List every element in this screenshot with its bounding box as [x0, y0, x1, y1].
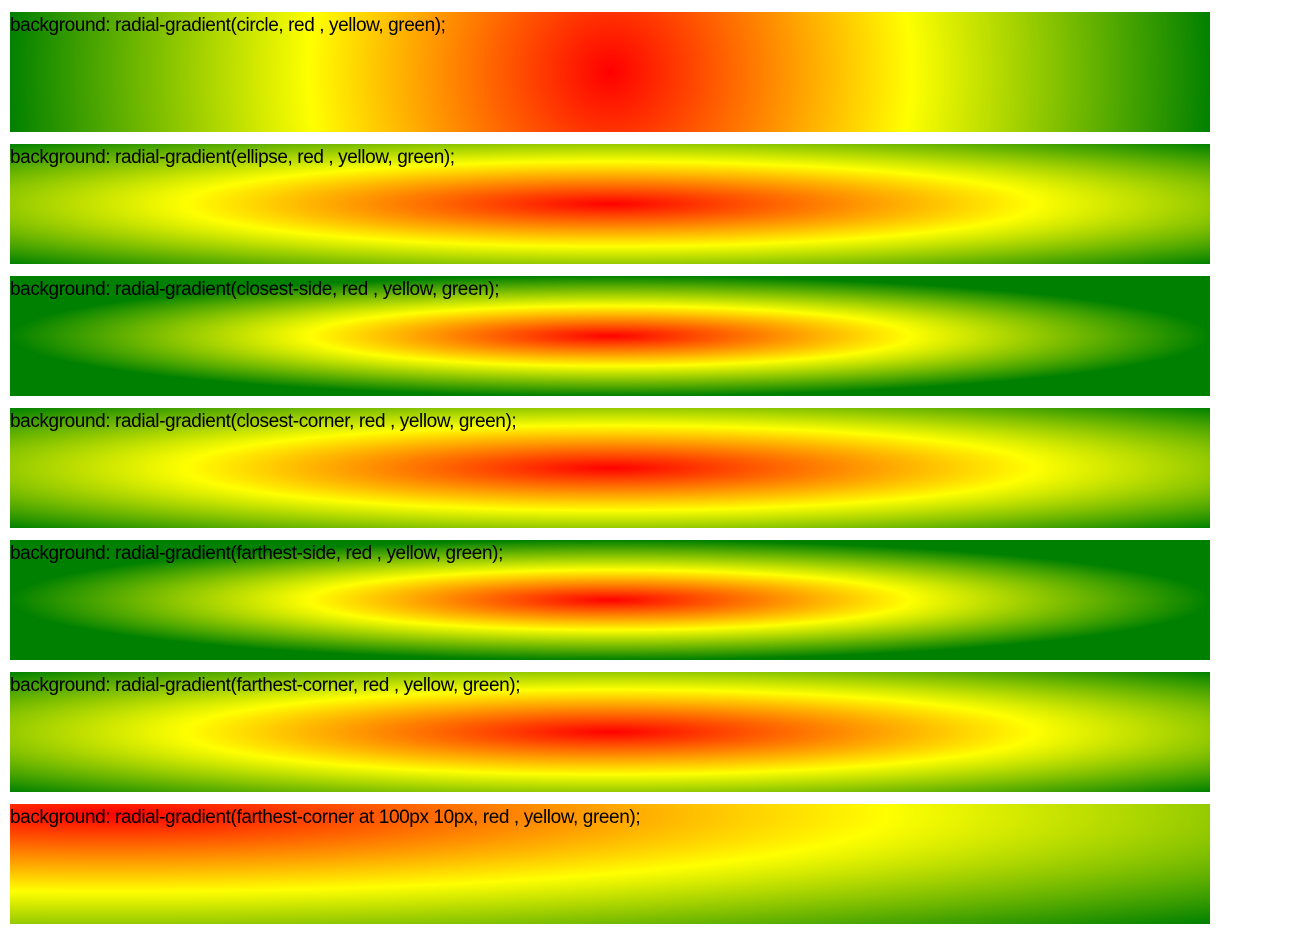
- ellipse-gradient-label: background: radial-gradient(ellipse, red…: [10, 147, 455, 168]
- circle-gradient-label: background: radial-gradient(circle, red …: [10, 15, 446, 36]
- closest-corner-gradient-label: background: radial-gradient(closest-corn…: [10, 411, 517, 432]
- closest-side-gradient-label: background: radial-gradient(closest-side…: [10, 279, 500, 300]
- ellipse-gradient-box: background: radial-gradient(ellipse, red…: [10, 144, 1210, 264]
- farthest-corner-at-gradient-label: background: radial-gradient(farthest-cor…: [10, 807, 641, 828]
- farthest-side-gradient-box: background: radial-gradient(farthest-sid…: [10, 540, 1210, 660]
- closest-side-gradient-box: background: radial-gradient(closest-side…: [10, 276, 1210, 396]
- farthest-corner-gradient-box: background: radial-gradient(farthest-cor…: [10, 672, 1210, 792]
- circle-gradient-box: background: radial-gradient(circle, red …: [10, 12, 1210, 132]
- farthest-corner-gradient-label: background: radial-gradient(farthest-cor…: [10, 675, 521, 696]
- closest-corner-gradient-box: background: radial-gradient(closest-corn…: [10, 408, 1210, 528]
- farthest-side-gradient-label: background: radial-gradient(farthest-sid…: [10, 543, 503, 564]
- farthest-corner-at-gradient-box: background: radial-gradient(farthest-cor…: [10, 804, 1210, 924]
